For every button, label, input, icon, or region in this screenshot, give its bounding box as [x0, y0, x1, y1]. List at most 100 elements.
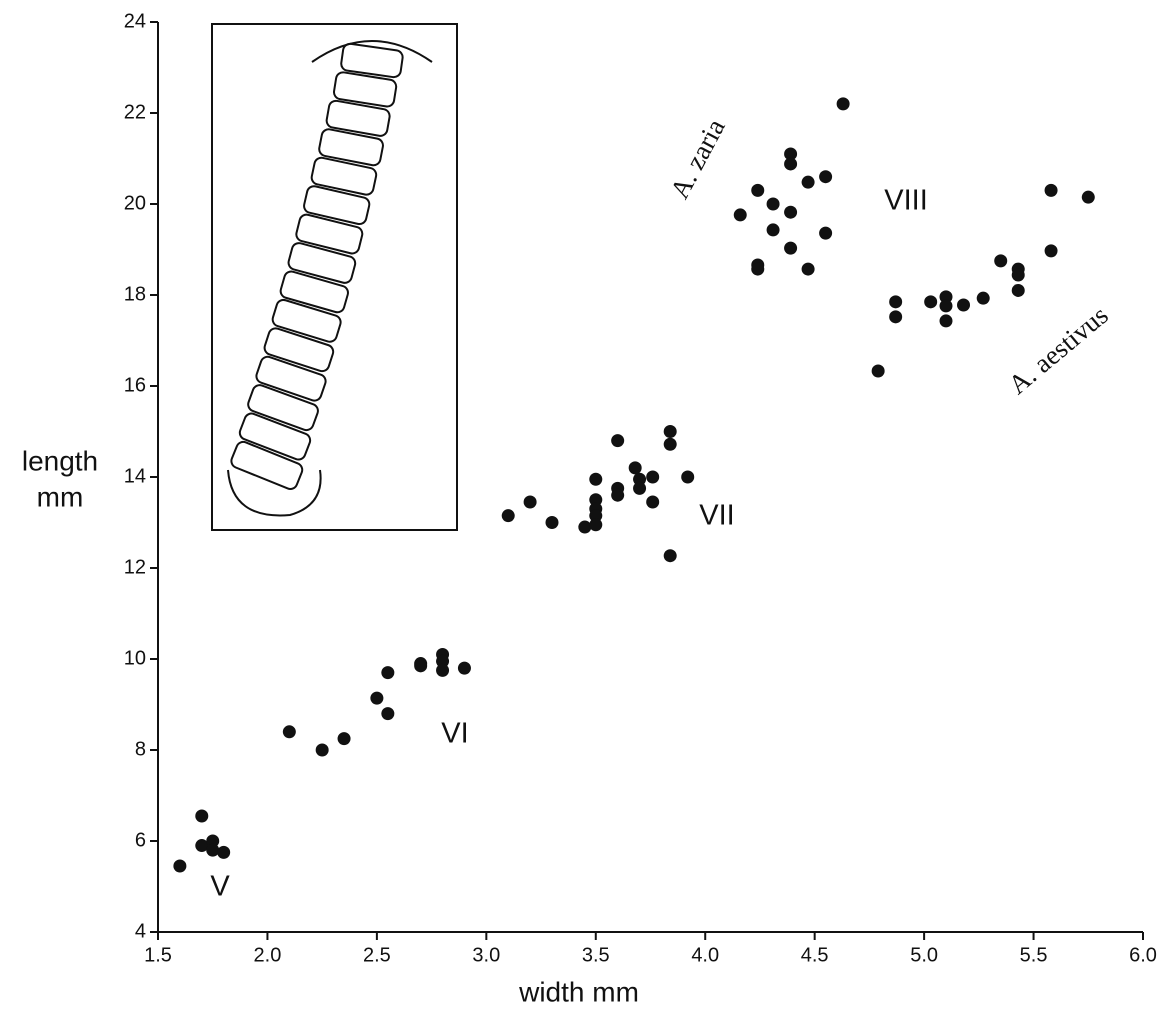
- data-point: [282, 725, 296, 739]
- x-tick-label: 4.0: [691, 944, 719, 966]
- data-point: [957, 298, 971, 312]
- y-tick-label: 4: [135, 920, 146, 942]
- larva-segment: [332, 71, 398, 108]
- data-point: [337, 732, 351, 746]
- x-tick-label: 5.0: [910, 944, 938, 966]
- x-axis-label: width mm: [518, 976, 639, 1007]
- data-point: [784, 147, 798, 161]
- data-point: [633, 472, 647, 486]
- data-point: [819, 170, 833, 184]
- larva-segment: [325, 99, 391, 137]
- data-point: [663, 549, 677, 563]
- data-point: [589, 472, 603, 486]
- y-axis-label: length: [22, 445, 98, 476]
- x-tick-label: 3.5: [582, 944, 610, 966]
- data-point: [206, 843, 220, 857]
- data-point: [766, 223, 780, 237]
- data-point: [195, 839, 209, 853]
- y-tick-label: 22: [124, 101, 146, 123]
- data-point: [784, 157, 798, 171]
- data-point: [784, 205, 798, 219]
- larva-segment: [287, 242, 357, 284]
- data-point: [457, 661, 471, 675]
- data-point: [633, 481, 647, 495]
- x-tick-label: 3.0: [472, 944, 500, 966]
- data-point: [766, 197, 780, 211]
- annotation: VII: [699, 500, 734, 532]
- data-point: [589, 493, 603, 507]
- y-tick-label: 20: [124, 192, 146, 214]
- larva-segment: [310, 156, 378, 196]
- data-point: [939, 299, 953, 313]
- data-point: [801, 175, 815, 189]
- data-point: [889, 295, 903, 309]
- larva-segment: [279, 270, 349, 314]
- larva-segment: [295, 213, 364, 255]
- y-tick-label: 24: [124, 10, 146, 32]
- data-point: [217, 845, 231, 859]
- data-point: [939, 290, 953, 304]
- data-point: [939, 314, 953, 328]
- data-point: [663, 437, 677, 451]
- data-point: [523, 495, 537, 509]
- larva-drawing: [227, 40, 433, 517]
- data-point: [1081, 190, 1095, 204]
- data-point: [784, 241, 798, 255]
- data-point: [801, 262, 815, 276]
- y-tick-label: 8: [135, 738, 146, 760]
- data-point: [370, 691, 384, 705]
- x-tick-label: 4.5: [801, 944, 829, 966]
- data-point: [628, 461, 642, 475]
- data-point: [414, 659, 428, 673]
- data-point: [751, 262, 765, 276]
- data-point: [819, 226, 833, 240]
- data-point: [501, 509, 515, 523]
- data-point: [994, 254, 1008, 268]
- data-point: [1044, 244, 1058, 258]
- y-axis-label: mm: [37, 481, 84, 512]
- data-point: [611, 488, 625, 502]
- data-point: [681, 470, 695, 484]
- larva-segment: [247, 384, 319, 432]
- data-point: [663, 425, 677, 438]
- y-tick-label: 18: [124, 283, 146, 305]
- larva-segment: [271, 298, 342, 343]
- data-point: [889, 310, 903, 324]
- data-point: [751, 183, 765, 197]
- data-point: [206, 834, 220, 848]
- annotation: V: [210, 871, 230, 903]
- data-point: [871, 364, 885, 378]
- data-point: [195, 809, 209, 823]
- data-point: [611, 434, 625, 448]
- y-tick-label: 10: [124, 647, 146, 669]
- data-point: [646, 470, 660, 484]
- x-tick-label: 1.5: [144, 944, 172, 966]
- x-tick-label: 2.5: [363, 944, 391, 966]
- y-tick-label: 6: [135, 829, 146, 851]
- x-tick-label: 5.5: [1020, 944, 1048, 966]
- larva-inset: [211, 23, 458, 531]
- data-point: [976, 291, 990, 305]
- data-point: [315, 743, 329, 757]
- annotation: A. zaria: [664, 114, 731, 204]
- inset-frame: [211, 23, 458, 531]
- data-point: [436, 654, 450, 668]
- y-tick-label: 16: [124, 374, 146, 396]
- data-point: [173, 859, 187, 873]
- annotation: VIII: [884, 185, 928, 217]
- data-point: [436, 663, 450, 677]
- data-point: [589, 518, 603, 532]
- data-point: [1044, 183, 1058, 197]
- larva-segment: [303, 185, 371, 226]
- larva-segment: [238, 412, 312, 461]
- x-tick-label: 6.0: [1129, 944, 1157, 966]
- data-point: [836, 97, 850, 111]
- data-point: [733, 208, 747, 222]
- larva-segment: [230, 440, 304, 490]
- data-point: [1011, 283, 1025, 297]
- data-point: [545, 516, 559, 529]
- annotation: VI: [441, 718, 468, 750]
- larva-tail: [227, 469, 322, 517]
